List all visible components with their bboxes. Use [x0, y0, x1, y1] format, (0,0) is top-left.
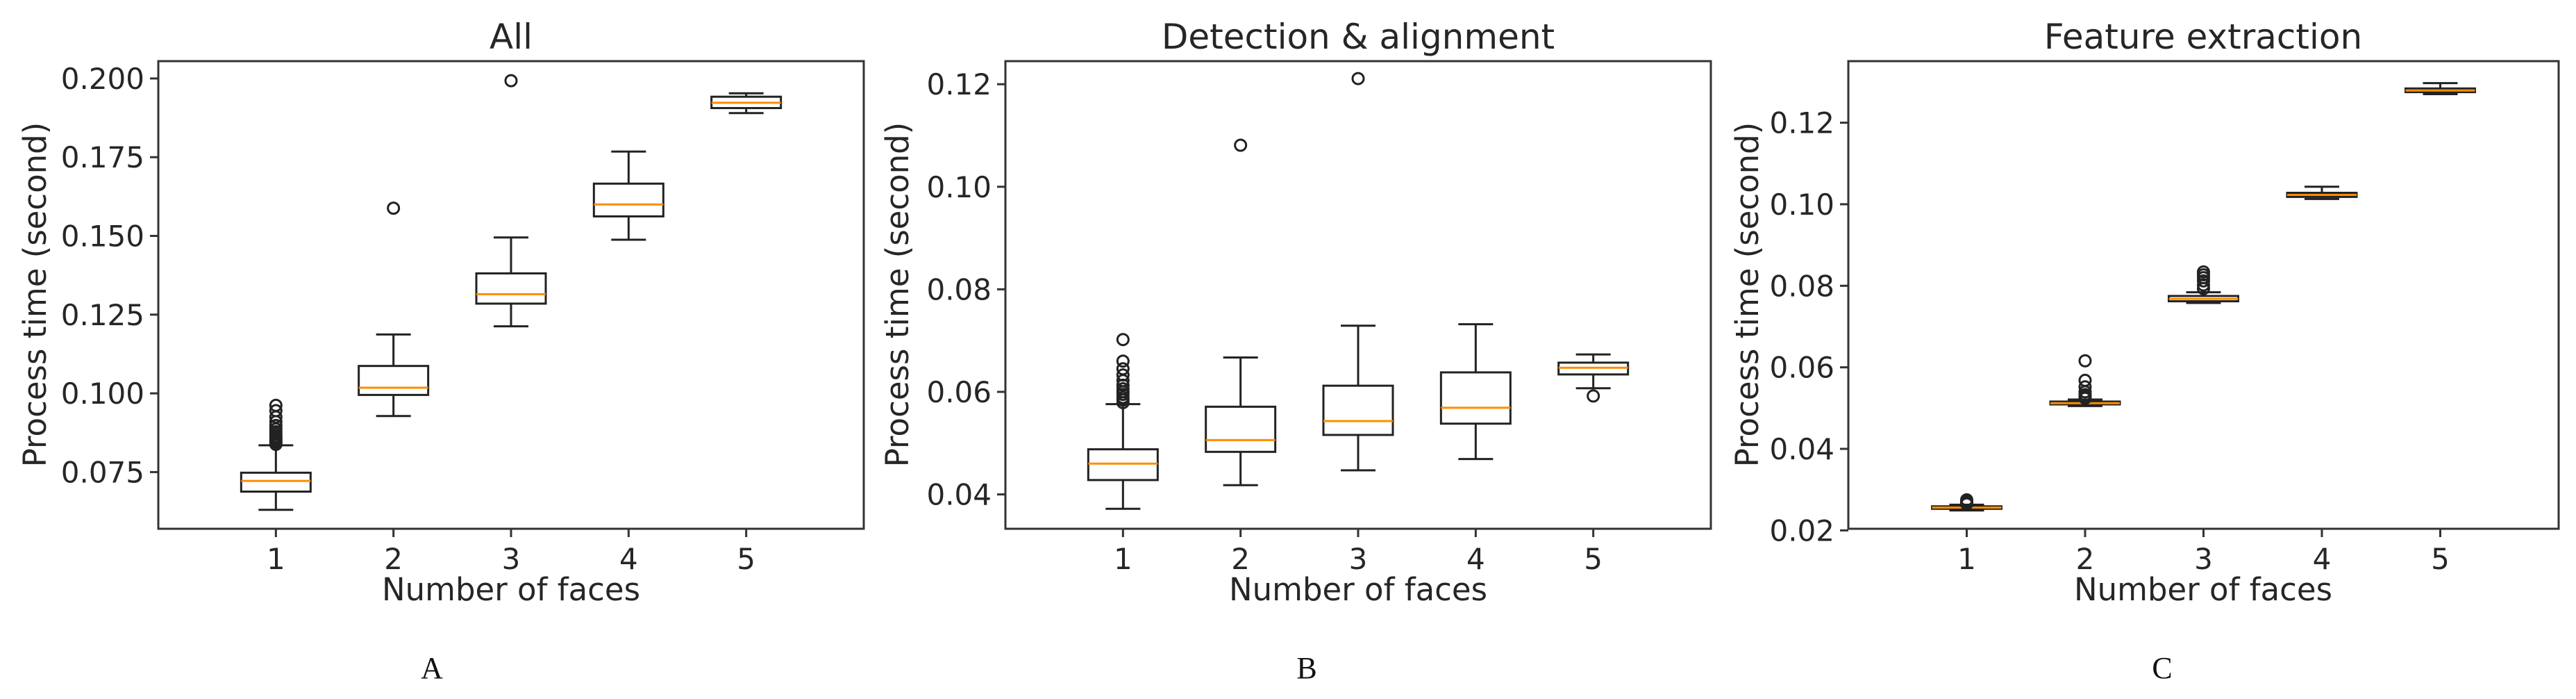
x-tick-label: 4 [1466, 542, 1485, 576]
y-tick-label: 0.12 [1769, 106, 1834, 140]
x-axis-label: Number of faces [382, 571, 640, 608]
outlier-point [2078, 373, 2092, 387]
y-tick-label: 0.06 [1769, 351, 1834, 385]
box-marks [240, 74, 783, 511]
outlier-point [1116, 382, 1130, 396]
y-tick-label: 0.02 [1769, 513, 1834, 548]
chart-title: Detection & alignment [1162, 17, 1555, 57]
box-marks [1087, 72, 1630, 510]
iqr-box [358, 365, 430, 396]
outlier-point [269, 398, 283, 412]
y-tick-label: 0.08 [926, 272, 992, 306]
panel-letter: B [1296, 651, 1316, 685]
iqr-box [1439, 371, 1512, 425]
chart-title: All [490, 17, 533, 57]
outlier-point [1234, 138, 1248, 152]
x-tick-label: 5 [1584, 542, 1603, 576]
outlier-point [2078, 354, 2092, 368]
x-tick-label: 1 [267, 542, 285, 576]
panel-letter: C [2152, 651, 2172, 685]
panel-letter: A [421, 651, 443, 685]
x-tick-label: 1 [1957, 542, 1976, 576]
box-plot-2 [2049, 354, 2121, 407]
box-plot-2 [358, 202, 430, 418]
x-axis-label: Number of faces [2074, 571, 2332, 608]
x-axis-label: Number of faces [1229, 571, 1487, 608]
panel-feature-extraction: Feature extraction Number of faces Proce… [1729, 17, 2560, 685]
y-axis-label: Process time (second) [1729, 122, 1766, 468]
y-tick-label: 0.200 [61, 62, 144, 96]
x-tick-label: 2 [1231, 542, 1250, 576]
panel-detection-alignment: Detection & alignment Number of faces Pr… [879, 17, 1712, 685]
outlier-point [1116, 354, 1130, 368]
box-plot-5 [710, 92, 783, 115]
outlier-point [1587, 389, 1600, 403]
y-tick-label: 0.04 [1769, 432, 1834, 466]
outlier-point [269, 418, 283, 432]
x-axis-ticks: 1 2 3 4 5 [267, 529, 755, 576]
box-plot-1 [1931, 493, 2002, 512]
x-tick-label: 1 [1114, 542, 1132, 576]
chart-title: Feature extraction [2044, 17, 2362, 57]
box-plot-3 [475, 74, 547, 328]
iqr-box [240, 471, 312, 493]
y-tick-label: 0.10 [926, 170, 992, 204]
outlier-point [1351, 72, 1365, 85]
iqr-box [1205, 405, 1277, 453]
box-plot-5 [1557, 353, 1630, 403]
box-plot-1 [240, 398, 312, 511]
x-axis-ticks: 1 2 3 4 5 [1957, 529, 2450, 576]
panel-all: All Number of faces Process time (second… [17, 17, 865, 685]
y-tick-label: 0.100 [61, 377, 144, 411]
box-plot-3 [1322, 72, 1394, 472]
y-tick-label: 0.12 [926, 67, 992, 101]
outlier-point [2078, 380, 2092, 394]
box-plot-4 [2286, 186, 2358, 200]
box-marks [1931, 82, 2476, 512]
y-tick-label: 0.125 [61, 298, 144, 332]
outlier-point [1116, 368, 1130, 382]
y-tick-label: 0.175 [61, 140, 144, 174]
x-tick-label: 2 [2076, 542, 2095, 576]
y-tick-label: 0.06 [926, 375, 992, 409]
iqr-box [592, 182, 664, 217]
x-tick-label: 2 [384, 542, 403, 576]
iqr-box [1322, 384, 1394, 436]
y-tick-label: 0.10 [1769, 188, 1834, 222]
outlier-point [1960, 493, 1973, 507]
y-tick-label: 0.150 [61, 220, 144, 254]
x-tick-label: 5 [2431, 542, 2450, 576]
x-tick-label: 3 [2194, 542, 2213, 576]
outlier-point [2197, 265, 2210, 279]
x-tick-label: 4 [2313, 542, 2332, 576]
outlier-point [1116, 362, 1130, 376]
box-plot-2 [1205, 138, 1277, 486]
box-plot-1 [1087, 333, 1159, 510]
x-tick-label: 3 [502, 542, 521, 576]
y-tick-label: 0.04 [926, 478, 992, 512]
box-plot-4 [1439, 323, 1512, 461]
y-axis-ticks: 0.02 0.04 0.06 0.08 0.10 0.12 [1769, 106, 1848, 548]
outlier-point [504, 74, 518, 88]
box-plot-5 [2404, 82, 2476, 96]
y-axis-ticks: 0.04 0.06 0.08 0.10 0.12 [926, 67, 1005, 512]
y-tick-label: 0.08 [1769, 269, 1834, 303]
outlier-point [269, 404, 283, 418]
x-tick-label: 3 [1349, 542, 1368, 576]
box-plot-4 [592, 150, 664, 241]
x-tick-label: 5 [737, 542, 755, 576]
y-axis-ticks: 0.075 0.100 0.125 0.150 0.175 0.200 [61, 62, 158, 489]
y-axis-label: Process time (second) [879, 122, 916, 468]
y-axis-label: Process time (second) [17, 122, 53, 468]
outlier-point [1116, 333, 1130, 347]
x-tick-label: 4 [619, 542, 638, 576]
box-plot-3 [2168, 265, 2239, 304]
y-tick-label: 0.075 [61, 455, 144, 489]
outlier-point [387, 202, 401, 215]
iqr-box [475, 272, 547, 305]
x-axis-ticks: 1 2 3 4 5 [1114, 529, 1603, 576]
